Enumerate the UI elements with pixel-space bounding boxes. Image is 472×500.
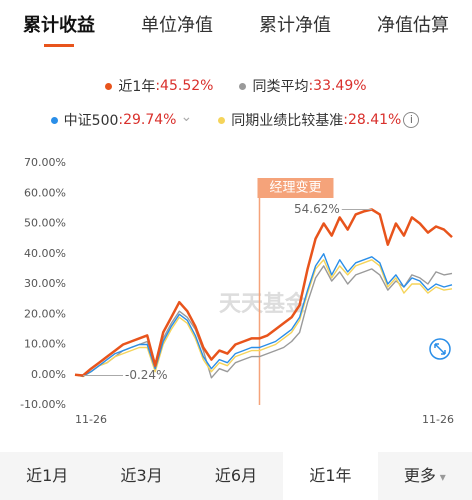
info-icon: i bbox=[403, 112, 420, 128]
x-tick-label: 11-26 bbox=[75, 413, 107, 426]
period-button[interactable]: 近1月 bbox=[26, 466, 69, 485]
legend-dot bbox=[50, 116, 58, 124]
y-tick-label: 70.00% bbox=[24, 156, 66, 169]
series-line bbox=[74, 208, 453, 377]
legend-row: 近1年:45.52% 同类平均:33.49% bbox=[0, 76, 472, 96]
value-label: 54.62% bbox=[294, 202, 340, 216]
period-bar: 近1月 近3月 近6月 近1年 更多 ▾ bbox=[0, 452, 472, 500]
chevron: ⌄ bbox=[180, 109, 193, 125]
y-tick-label: 60.00% bbox=[24, 186, 66, 199]
series-line bbox=[74, 259, 453, 378]
legend-name: 同期业绩比较基准 bbox=[231, 113, 344, 129]
legend-return: :33.49% bbox=[308, 78, 367, 94]
x-tick-label: 11-26 bbox=[422, 413, 454, 426]
y-tick-label: 20.00% bbox=[24, 307, 66, 320]
legend-name: 近1年 bbox=[118, 79, 156, 95]
period-button[interactable]: 近6月 bbox=[214, 466, 258, 485]
chart: 天天基金 -10.00% 0.00% 10.00% 20.00% 30.00% 40.00%… bbox=[20, 156, 454, 426]
legend-return: :45.52% bbox=[155, 78, 214, 94]
legend-item[interactable]: 同期业绩比较基准:28.41% i bbox=[218, 110, 421, 130]
legend-item[interactable]: 中证500:29.74% ⌄ bbox=[50, 109, 193, 130]
y-tick-label: 0.00% bbox=[31, 368, 66, 381]
legend-item[interactable]: 同类平均:33.49% bbox=[239, 76, 367, 96]
legend-return: :29.74% bbox=[118, 112, 177, 128]
value-label: -0.24% bbox=[125, 368, 167, 382]
tab[interactable]: 单位净值 bbox=[141, 15, 213, 36]
y-tick-label: 50.00% bbox=[24, 217, 66, 230]
y-tick-label: 10.00% bbox=[24, 338, 66, 351]
tab[interactable]: 累计收益 bbox=[0, 0, 118, 55]
tab[interactable]: 净值估算 bbox=[377, 15, 449, 36]
series-line bbox=[74, 265, 453, 379]
legend-row: 中证500:29.74% ⌄ 同期业绩比较基准:28.41% i bbox=[0, 109, 472, 130]
period-button[interactable]: 更多 ▾ bbox=[403, 466, 446, 485]
tab-bar: 累计收益 单位净值 累计净值 净值估算 bbox=[0, 0, 472, 55]
annotation-box bbox=[257, 178, 334, 198]
legend-item[interactable]: 近1年:45.52% bbox=[105, 76, 213, 96]
zoom-button[interactable] bbox=[429, 338, 451, 360]
tab[interactable]: 累计净值 bbox=[259, 15, 331, 36]
y-tick-label: 40.00% bbox=[24, 247, 66, 260]
y-tick-label: -10.00% bbox=[20, 398, 66, 411]
period-button[interactable]: 近3月 bbox=[120, 466, 163, 485]
dropdown-arrow: ▾ bbox=[435, 470, 446, 484]
legend-dot bbox=[218, 116, 226, 124]
y-tick-label: 30.00% bbox=[24, 277, 66, 290]
series-line bbox=[74, 253, 453, 377]
legend-dot bbox=[105, 82, 113, 90]
period-button[interactable]: 近1年 bbox=[283, 452, 378, 500]
annotation-text: 经理变更 bbox=[269, 180, 321, 196]
zoom-icon bbox=[434, 343, 446, 355]
watermark: 天天基金 bbox=[219, 291, 308, 317]
legend-name: 同类平均 bbox=[252, 79, 309, 95]
legend-return: :28.41% bbox=[343, 112, 402, 128]
legend-dot bbox=[239, 82, 247, 90]
legend-name: 中证500 bbox=[63, 113, 119, 129]
